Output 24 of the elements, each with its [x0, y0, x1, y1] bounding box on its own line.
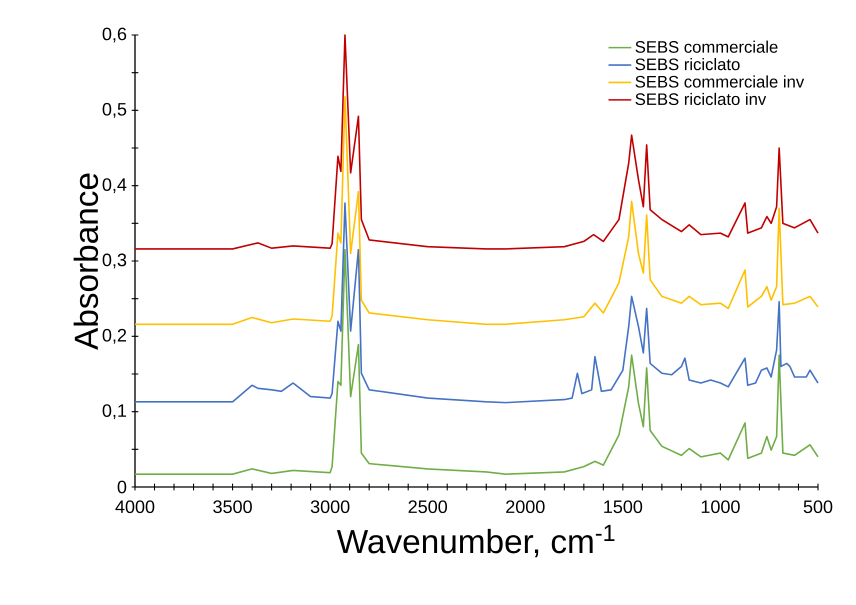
legend-label: SEBS commerciale inv [635, 75, 804, 88]
y-tick-label: 0,2 [102, 328, 126, 344]
y-tick-label: 0,5 [102, 102, 126, 118]
y-tick-label: 0,1 [102, 404, 126, 420]
x-tick-label: 4000 [115, 500, 154, 514]
x-tick-label: 2000 [506, 500, 545, 514]
x-tick-label: 1500 [604, 500, 642, 514]
y-tick-label: 0,3 [102, 254, 126, 268]
legend-label: SEBS riciclato inv [635, 92, 766, 106]
x-tick-label: 500 [804, 500, 832, 514]
line-series [134, 248, 819, 475]
y-tick-label: 0 [118, 480, 126, 494]
x-tick-label: 3500 [213, 500, 252, 514]
x-axis-title: Wavenumber, cm$^{-1}$ [336, 524, 614, 558]
y-tick-label: 0,4 [102, 178, 126, 194]
x-tick-label: 1000 [702, 500, 740, 514]
y-tick-label: 0,6 [102, 28, 126, 42]
legend-label: SEBS riciclato [635, 58, 740, 70]
y-axis-title: Absorbance [74, 174, 98, 350]
legend-label: SEBS commerciale [635, 40, 778, 53]
x-tick-label: 3000 [310, 500, 350, 514]
line-series [134, 34, 819, 250]
x-tick-label: 2500 [408, 500, 448, 514]
line-series [134, 202, 819, 404]
